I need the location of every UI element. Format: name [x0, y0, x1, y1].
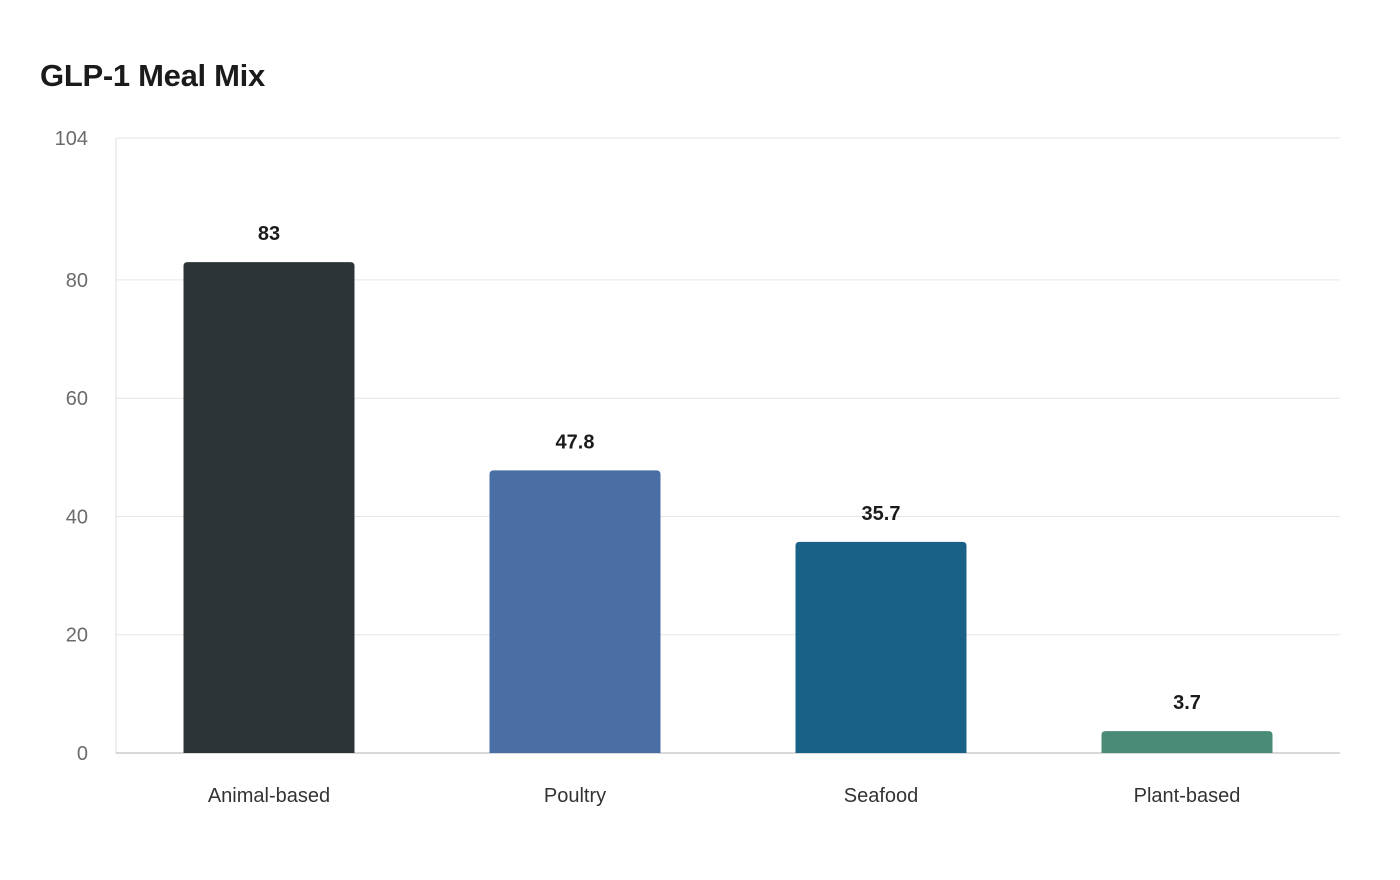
y-tick-label: 104 — [55, 128, 88, 150]
data-label: 47.8 — [556, 431, 595, 453]
data-label: 35.7 — [862, 503, 901, 525]
y-tick-label: 60 — [66, 388, 88, 410]
y-tick-label: 0 — [77, 743, 88, 765]
y-tick-label: 40 — [66, 506, 88, 528]
bar-poultry — [489, 470, 661, 753]
data-label: 83 — [258, 223, 280, 245]
x-tick-label: Seafood — [844, 785, 919, 807]
bar-plant-based — [1101, 731, 1273, 753]
x-tick-label: Poultry — [544, 785, 606, 807]
chart-title: GLP-1 Meal Mix — [40, 58, 265, 93]
bar-animal-based — [183, 262, 355, 753]
labels: 0 20 40 60 80 104 83 Animal-based 47.8 Poultry 35.… — [55, 128, 1241, 807]
x-tick-label: Plant-based — [1134, 785, 1241, 807]
y-tick-label: 80 — [66, 270, 88, 292]
x-tick-label: Animal-based — [208, 785, 330, 807]
bar-seafood — [795, 541, 967, 753]
data-label: 3.7 — [1173, 692, 1201, 714]
bars — [183, 262, 1273, 753]
y-tick-label: 20 — [66, 625, 88, 647]
